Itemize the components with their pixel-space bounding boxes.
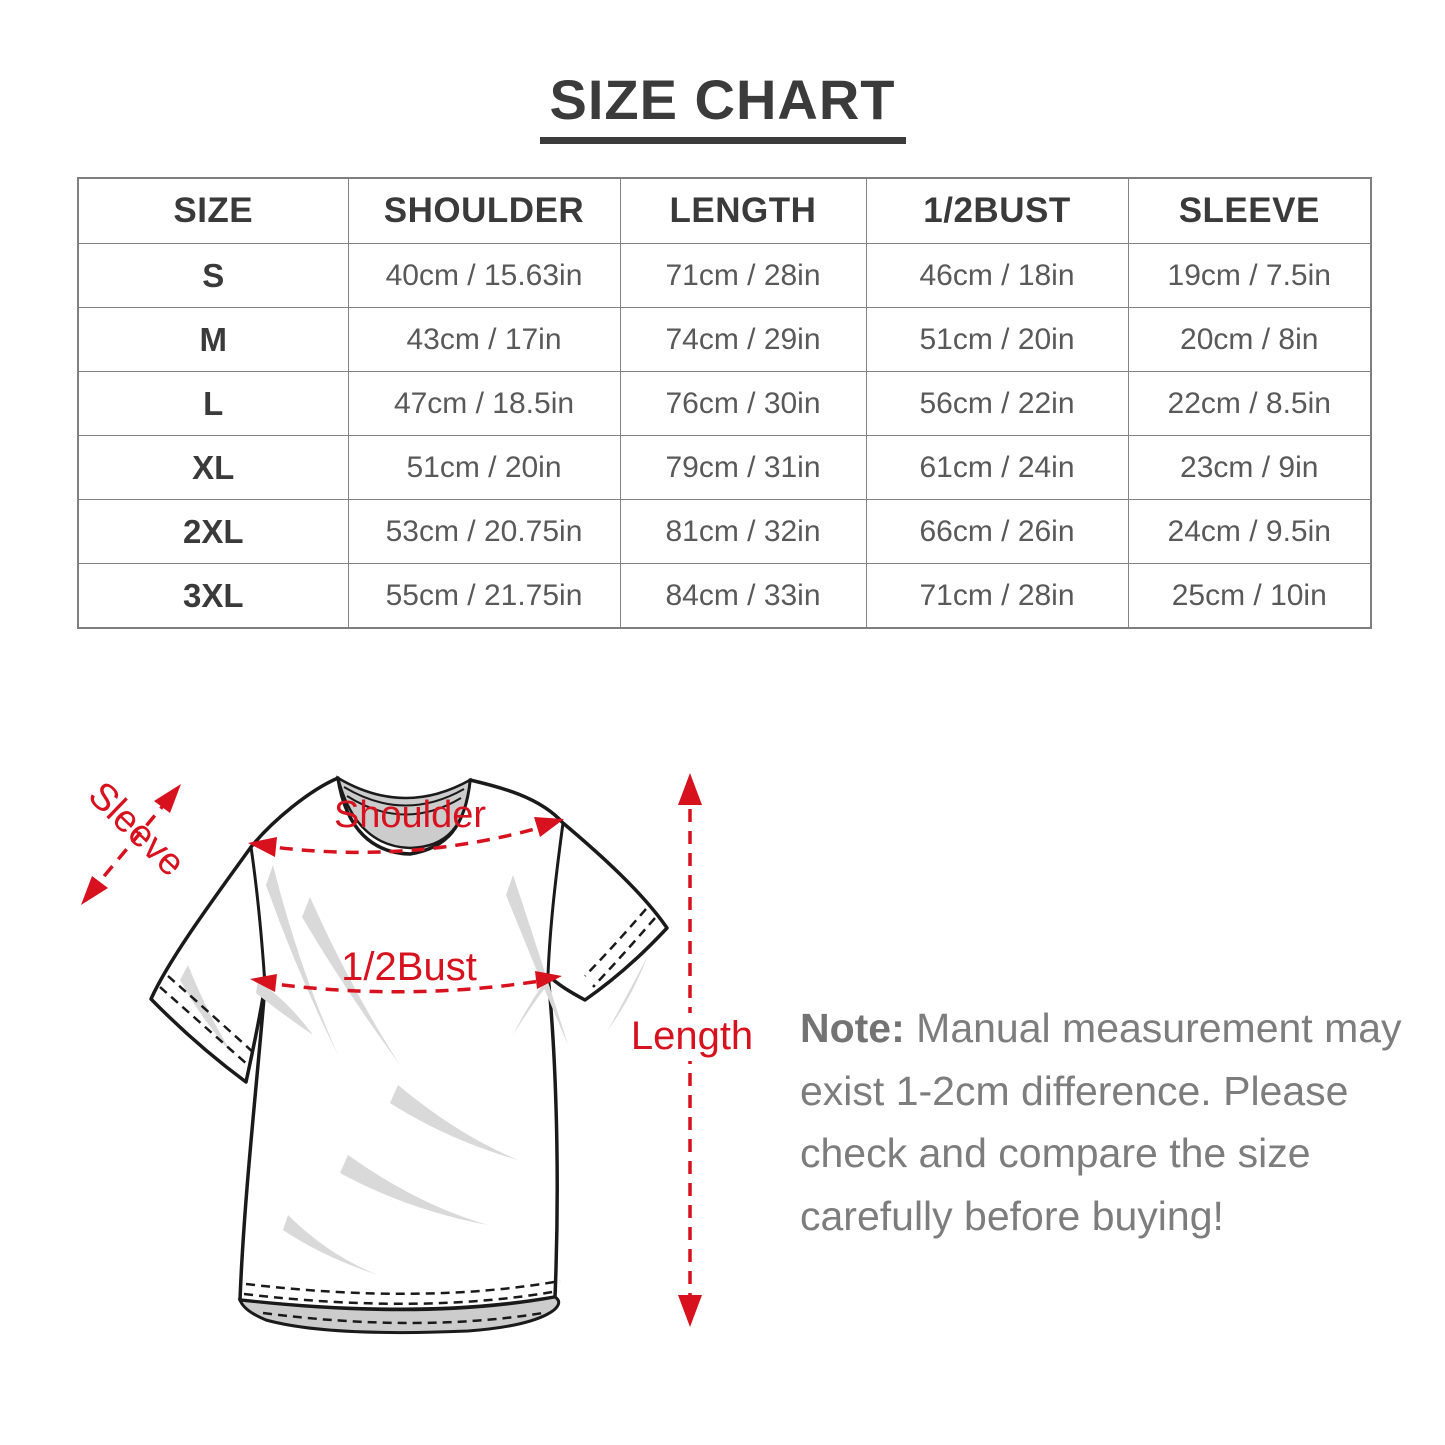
arrowhead-icon bbox=[678, 1295, 702, 1327]
arrowhead-icon bbox=[250, 974, 277, 992]
note-text: Manual measurement may exist 1-2cm diffe… bbox=[800, 1005, 1402, 1240]
length-value: 76cm / 30in bbox=[619, 371, 867, 436]
title-wrap: SIZE CHART bbox=[0, 72, 1445, 144]
arrowhead-icon bbox=[535, 971, 562, 989]
wrinkle-shading bbox=[340, 1155, 488, 1225]
shoulder-value: 40cm / 15.63in bbox=[347, 243, 621, 308]
tshirt-outline-illustration bbox=[149, 776, 669, 1312]
size-value: M bbox=[77, 307, 349, 372]
collar-rib-line bbox=[343, 786, 465, 807]
measurement-note: Note: Manual measurement may exist 1-2cm… bbox=[800, 997, 1418, 1248]
shoulder-value: 43cm / 17in bbox=[347, 307, 621, 372]
length-value: 71cm / 28in bbox=[619, 243, 867, 308]
arrowhead-icon bbox=[81, 876, 108, 905]
bust-label: 1/2Bust bbox=[341, 945, 477, 989]
bust-value: 51cm / 20in bbox=[865, 307, 1129, 372]
collar-rib-line bbox=[346, 795, 462, 816]
col-header-shoulder: SHOULDER bbox=[347, 177, 621, 244]
size-value: 3XL bbox=[77, 563, 349, 629]
sleeve-value: 20cm / 8in bbox=[1127, 307, 1372, 372]
wrinkle-shading bbox=[256, 981, 313, 1035]
hem-roll-stitching bbox=[262, 1311, 544, 1325]
arrowhead-icon bbox=[678, 773, 702, 805]
size-value: L bbox=[77, 371, 349, 436]
size-value: S bbox=[77, 243, 349, 308]
length-label-backing bbox=[636, 1013, 748, 1061]
shoulder-value: 47cm / 18.5in bbox=[347, 371, 621, 436]
shoulder-label: Shoulder bbox=[334, 794, 486, 836]
length-value: 84cm / 33in bbox=[619, 563, 867, 629]
table-row: L 47cm / 18.5in 76cm / 30in 56cm / 22in … bbox=[77, 371, 1372, 436]
bust-value: 71cm / 28in bbox=[865, 563, 1129, 629]
page-title: SIZE CHART bbox=[539, 72, 906, 144]
wrinkle-shading bbox=[506, 875, 568, 1045]
table-row: XL 51cm / 20in 79cm / 31in 61cm / 24in 2… bbox=[77, 435, 1372, 500]
wrinkle-shading bbox=[390, 1085, 518, 1160]
hem-stitching bbox=[243, 1289, 559, 1306]
length-label: Length bbox=[631, 1014, 753, 1058]
tshirt-measure-diagram: Shoulder 1/2Bust Length Sleeve bbox=[80, 773, 753, 1335]
hem-stitching bbox=[245, 1279, 561, 1296]
sleeve-value: 24cm / 9.5in bbox=[1127, 499, 1372, 564]
right-cuff-stitching bbox=[584, 908, 647, 977]
table-row: S 40cm / 15.63in 71cm / 28in 46cm / 18in… bbox=[77, 243, 1372, 308]
col-header-length: LENGTH bbox=[619, 177, 867, 244]
right-cuff-stitching bbox=[592, 917, 656, 988]
bust-value: 56cm / 22in bbox=[865, 371, 1129, 436]
col-header-bust: 1/2BUST bbox=[865, 177, 1129, 244]
bust-value: 46cm / 18in bbox=[865, 243, 1129, 308]
length-value: 81cm / 32in bbox=[619, 499, 867, 564]
wrinkle-shading bbox=[283, 1215, 378, 1275]
sleeve-value: 19cm / 7.5in bbox=[1127, 243, 1372, 308]
length-value: 79cm / 31in bbox=[619, 435, 867, 500]
sleeve-value: 22cm / 8.5in bbox=[1127, 371, 1372, 436]
note-label: Note: bbox=[800, 1005, 905, 1051]
sleeve-seam-right bbox=[546, 822, 565, 976]
sleeve-value: 23cm / 9in bbox=[1127, 435, 1372, 500]
wrinkle-shading bbox=[302, 897, 400, 1065]
shoulder-value: 51cm / 20in bbox=[347, 435, 621, 500]
size-value: 2XL bbox=[77, 499, 349, 564]
wrinkle-shading bbox=[266, 865, 338, 1055]
bust-value: 61cm / 24in bbox=[865, 435, 1129, 500]
arrowhead-icon bbox=[248, 837, 277, 857]
arrowhead-icon bbox=[154, 784, 181, 813]
left-cuff-stitching bbox=[159, 986, 249, 1066]
length-value: 74cm / 29in bbox=[619, 307, 867, 372]
wrinkle-shading bbox=[513, 977, 548, 1035]
hem-roll bbox=[237, 1295, 561, 1335]
shoulder-value: 55cm / 21.75in bbox=[347, 563, 621, 629]
bust-value: 66cm / 26in bbox=[865, 499, 1129, 564]
arrowhead-icon bbox=[534, 817, 564, 837]
shoulder-value: 53cm / 20.75in bbox=[347, 499, 621, 564]
table-row: M 43cm / 17in 74cm / 29in 51cm / 20in 20… bbox=[77, 307, 1372, 372]
sleeve-seam-left bbox=[249, 846, 267, 986]
collar-band bbox=[336, 775, 472, 850]
col-header-sleeve: SLEEVE bbox=[1127, 177, 1372, 244]
table-row: 2XL 53cm / 20.75in 81cm / 32in 66cm / 26… bbox=[77, 499, 1372, 564]
table-header-row: SIZE SHOULDER LENGTH 1/2BUST SLEEVE bbox=[77, 177, 1372, 244]
sleeve-value: 25cm / 10in bbox=[1127, 563, 1372, 629]
size-value: XL bbox=[77, 435, 349, 500]
size-table: SIZE SHOULDER LENGTH 1/2BUST SLEEVE S 40… bbox=[77, 177, 1372, 629]
col-header-size: SIZE bbox=[77, 177, 349, 244]
table-row: 3XL 55cm / 21.75in 84cm / 33in 71cm / 28… bbox=[77, 563, 1372, 629]
